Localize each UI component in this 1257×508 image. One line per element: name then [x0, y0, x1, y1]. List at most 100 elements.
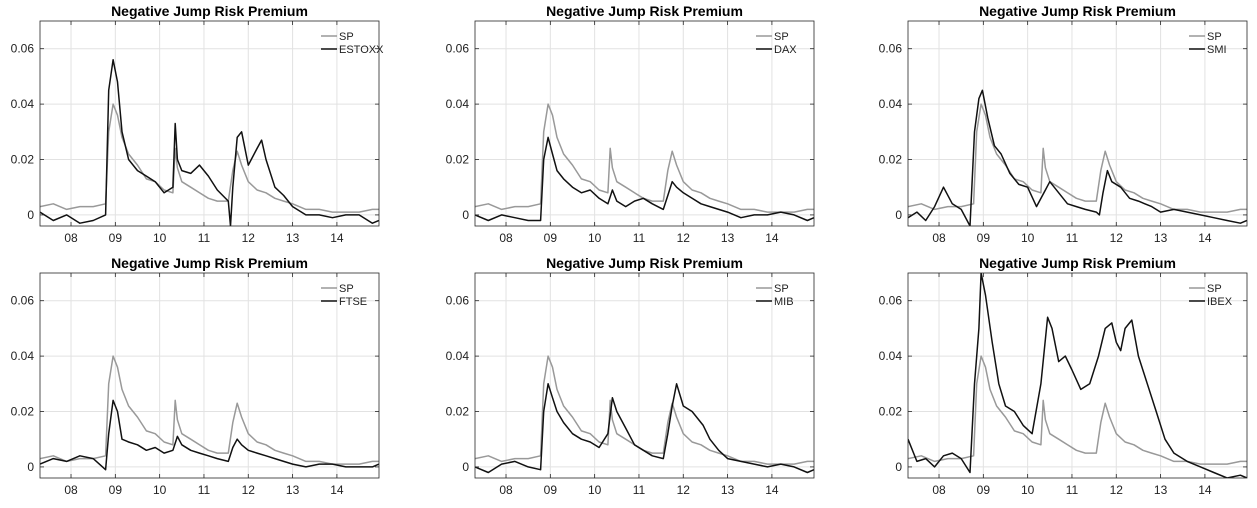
x-tick-label: 13	[286, 483, 300, 497]
plot-area	[475, 21, 814, 226]
x-tick-label: 08	[499, 231, 513, 245]
series-line-smi	[908, 89, 1247, 226]
y-tick-label: 0.02	[879, 153, 903, 167]
x-tick-label: 12	[677, 231, 691, 245]
y-tick-label: 0.04	[879, 349, 903, 363]
axes-box	[907, 20, 1248, 227]
x-tick-label: 14	[765, 231, 779, 245]
axes-box	[474, 272, 815, 479]
series-line-ftse	[40, 399, 379, 471]
x-tick-label: 12	[1110, 231, 1124, 245]
x-tick-label: 10	[1021, 483, 1035, 497]
chart-panel-2: 08 09 10 11 12 13 14 0 0.02 0.04 0.06 Negative Jump…	[446, 3, 815, 245]
legend-label: MIB	[774, 296, 794, 308]
y-tick-label: 0.04	[879, 97, 903, 111]
axes-box	[39, 20, 380, 227]
chart-panel-1: 08 09 10 11 12 13 14 0 0.02 0.04 0.06 Negative Jump…	[11, 3, 384, 245]
legend-label: SP	[1207, 283, 1222, 295]
y-tick-label: 0.04	[446, 97, 470, 111]
y-tick-label: 0.02	[879, 405, 903, 419]
x-tick-label: 12	[677, 483, 691, 497]
legend-label: SP	[1207, 31, 1222, 43]
x-tick-label: 11	[1066, 231, 1079, 245]
legend-label: SMI	[1207, 44, 1227, 56]
x-tick-label: 08	[64, 483, 78, 497]
y-tick-label: 0.02	[11, 153, 35, 167]
series-line-dax	[475, 136, 814, 222]
series-line-mib	[475, 383, 814, 474]
x-tick-label: 11	[633, 231, 646, 245]
legend-label: SP	[774, 283, 789, 295]
x-tick-label: 08	[499, 483, 513, 497]
legend-label: SP	[339, 283, 354, 295]
series-line-sp	[40, 103, 379, 213]
x-tick-label: 13	[1154, 231, 1168, 245]
x-tick-label: 14	[330, 231, 344, 245]
chart-title: Negative Jump Risk Premium	[111, 255, 308, 271]
x-tick-label: 12	[1110, 483, 1124, 497]
plot-area	[40, 21, 379, 226]
chart-title: Negative Jump Risk Premium	[546, 3, 743, 19]
x-tick-label: 09	[109, 231, 123, 245]
y-tick-label: 0.02	[11, 405, 35, 419]
series-line-sp	[475, 103, 814, 213]
series-line-sp	[40, 355, 379, 465]
axes-box	[474, 20, 815, 227]
legend-label: SP	[774, 31, 789, 43]
y-tick-label: 0.06	[879, 42, 903, 56]
y-tick-label: 0	[27, 208, 34, 222]
series-line-sp	[908, 103, 1247, 213]
y-tick-label: 0.02	[446, 153, 470, 167]
x-tick-label: 12	[242, 483, 256, 497]
x-tick-label: 10	[153, 483, 167, 497]
x-tick-label: 09	[109, 483, 123, 497]
axes-box	[907, 272, 1248, 479]
y-tick-label: 0	[462, 208, 469, 222]
axes-box	[39, 272, 380, 479]
legend-label: SP	[339, 31, 354, 43]
x-tick-label: 11	[198, 231, 211, 245]
y-tick-label: 0.06	[446, 42, 470, 56]
y-tick-label: 0.04	[446, 349, 470, 363]
y-tick-label: 0	[462, 460, 469, 474]
x-tick-label: 10	[588, 231, 602, 245]
y-tick-label: 0.04	[11, 97, 35, 111]
plot-area	[908, 21, 1247, 226]
x-tick-label: 08	[932, 231, 946, 245]
x-tick-label: 09	[977, 231, 991, 245]
chart-panel-4: 08 09 10 11 12 13 14 0 0.02 0.04 0.06 Negative Jump…	[11, 255, 380, 497]
x-tick-label: 08	[932, 483, 946, 497]
x-tick-label: 09	[977, 483, 991, 497]
y-tick-label: 0.06	[11, 42, 35, 56]
x-tick-label: 13	[1154, 483, 1168, 497]
x-tick-label: 09	[544, 483, 558, 497]
x-tick-label: 09	[544, 231, 558, 245]
y-tick-label: 0	[895, 460, 902, 474]
chart-panel-5: 08 09 10 11 12 13 14 0 0.02 0.04 0.06 Negative Jump…	[446, 255, 815, 497]
y-tick-label: 0.04	[11, 349, 35, 363]
series-line-ibex	[908, 273, 1247, 478]
legend-label: ESTOXX	[339, 44, 384, 56]
x-tick-label: 11	[633, 483, 646, 497]
x-tick-label: 14	[765, 483, 779, 497]
y-tick-label: 0.02	[446, 405, 470, 419]
x-tick-label: 12	[242, 231, 256, 245]
x-tick-label: 11	[1066, 483, 1079, 497]
x-tick-label: 14	[1198, 483, 1212, 497]
chart-title: Negative Jump Risk Premium	[546, 255, 743, 271]
x-tick-label: 10	[588, 483, 602, 497]
chart-title: Negative Jump Risk Premium	[979, 3, 1176, 19]
series-line-sp	[908, 355, 1247, 465]
series-line-sp	[475, 355, 814, 465]
chart-panel-6: 08 09 10 11 12 13 14 0 0.02 0.04 0.06 Negative Jump…	[879, 255, 1248, 497]
y-tick-label: 0.06	[11, 294, 35, 308]
plot-area	[908, 273, 1247, 478]
y-tick-label: 0.06	[879, 294, 903, 308]
chart-title: Negative Jump Risk Premium	[979, 255, 1176, 271]
